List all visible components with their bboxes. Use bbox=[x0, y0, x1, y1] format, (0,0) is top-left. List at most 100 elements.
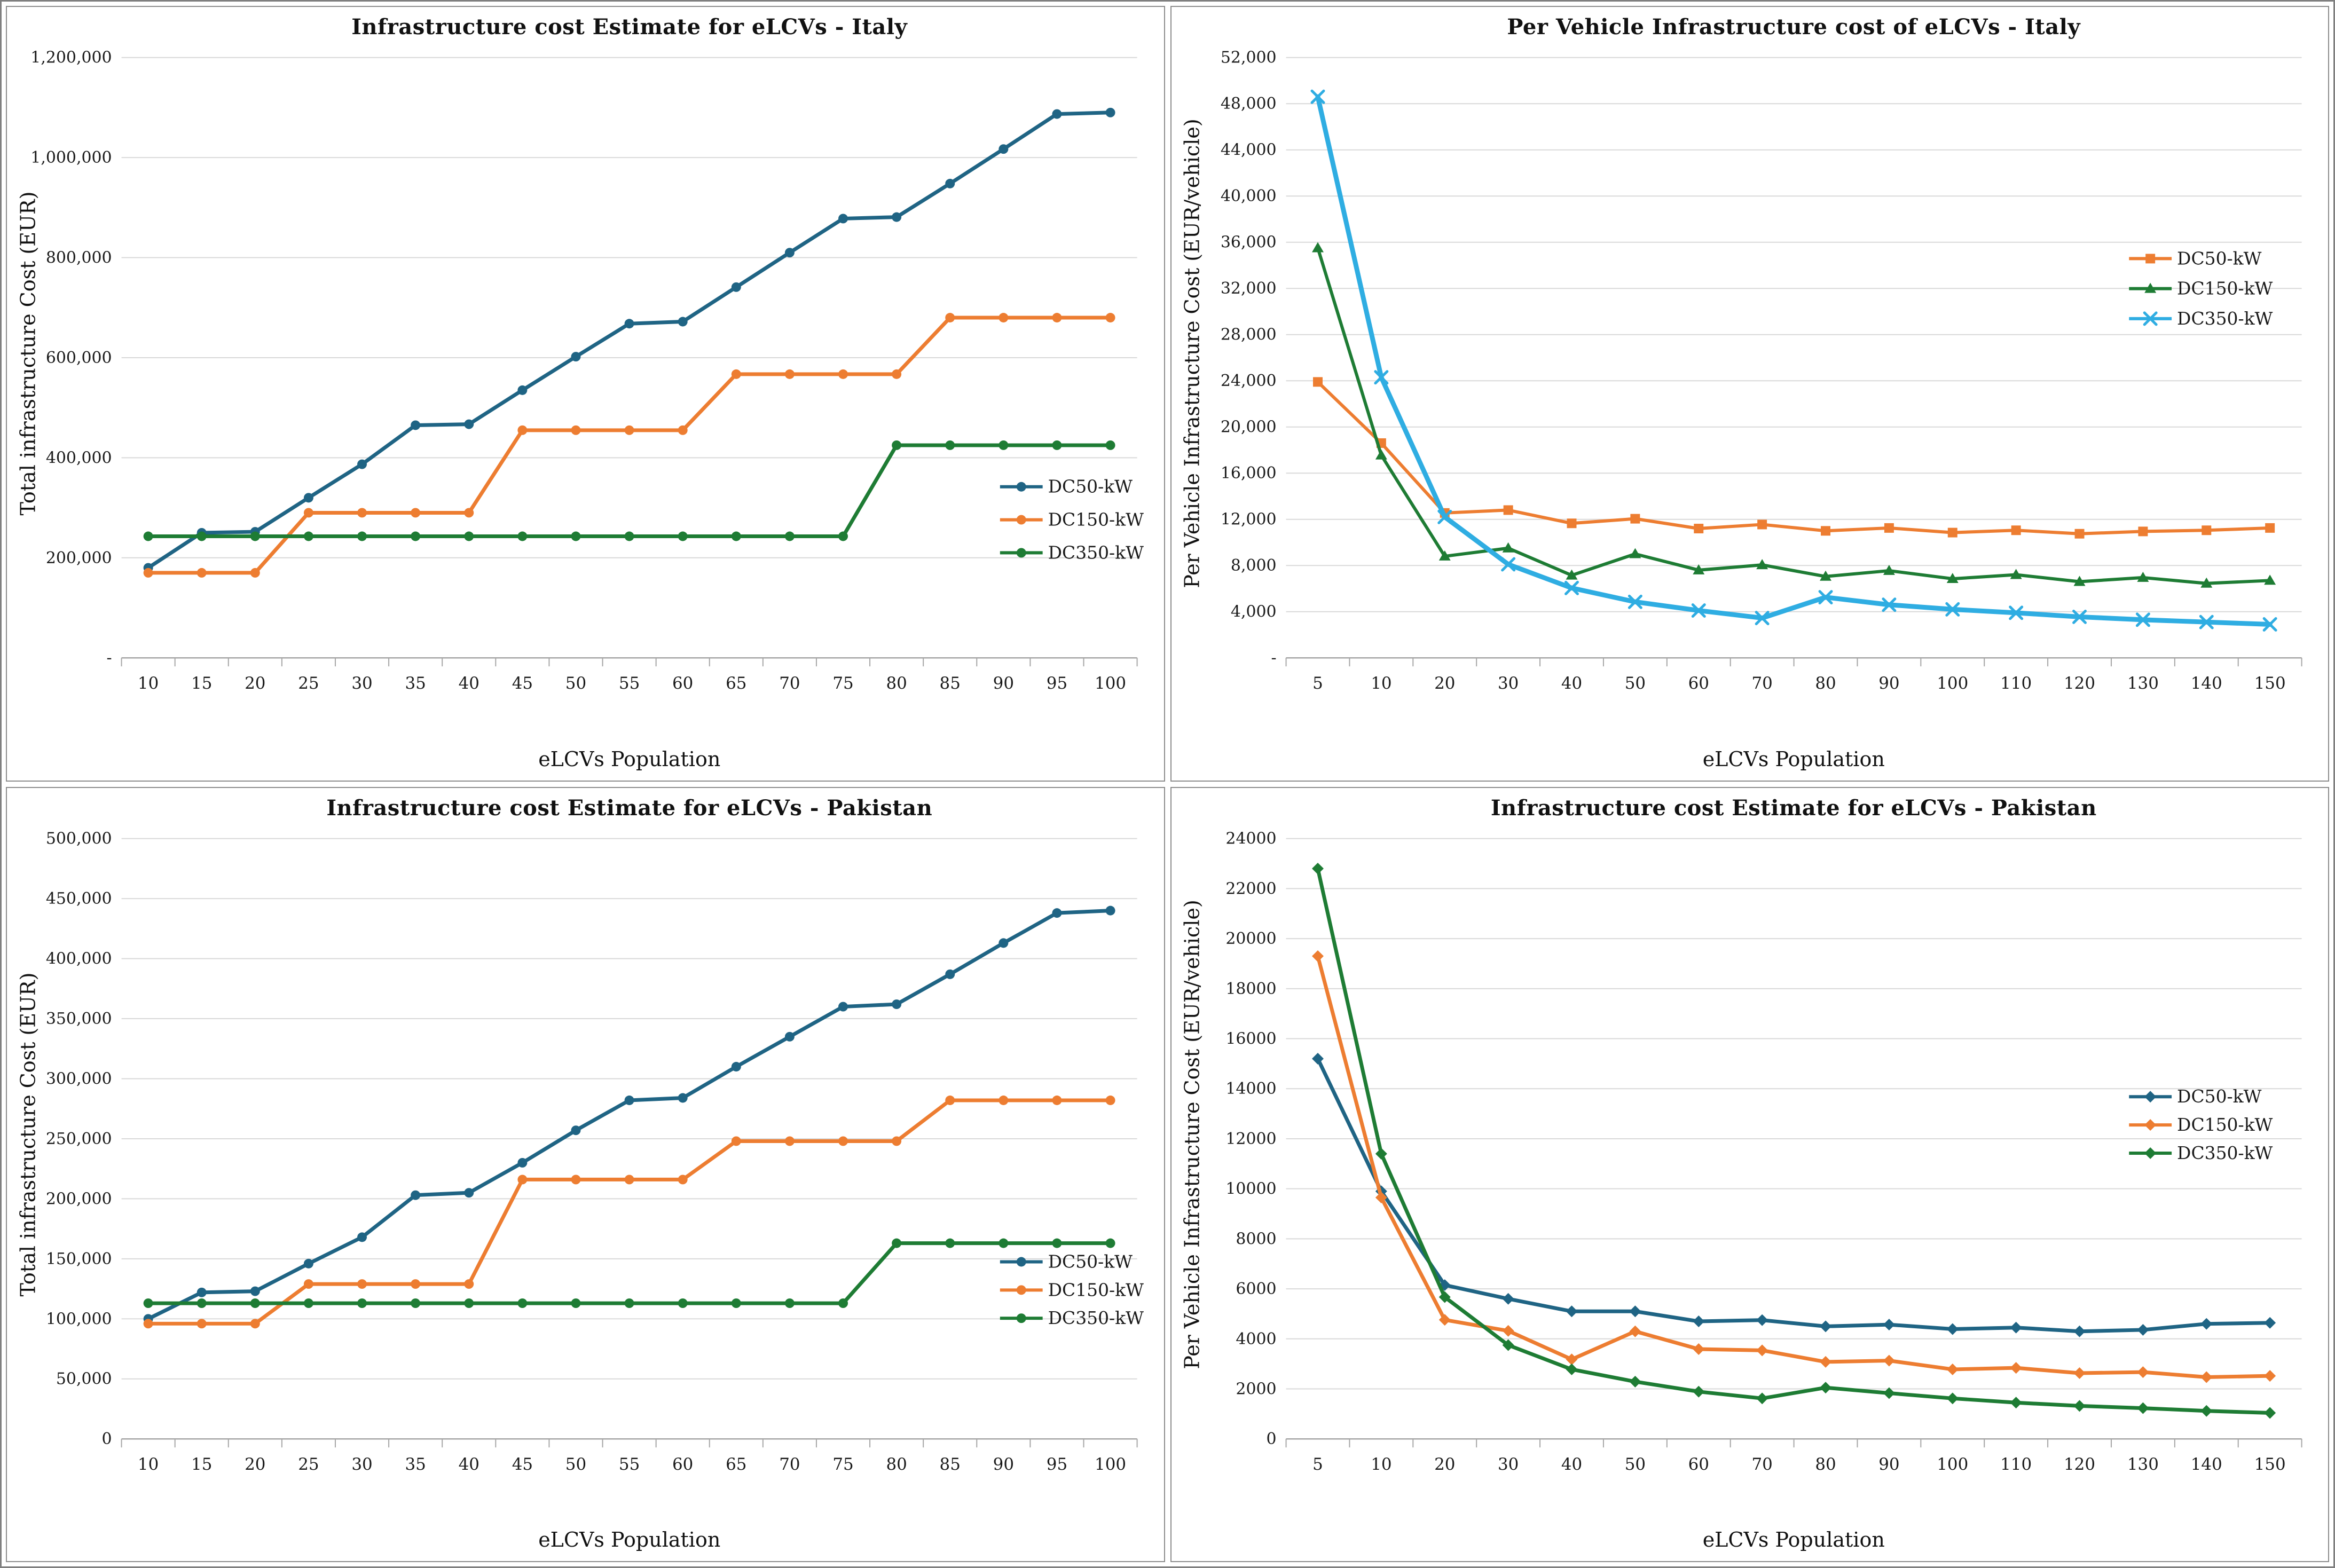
line-chart-pakistan-total: 0 50,000 100,000 150,000 200,000 250,000 300,0… bbox=[46, 829, 1144, 1474]
data-point-marker bbox=[1016, 482, 1026, 492]
x-tick-label: 100 bbox=[1937, 674, 1968, 693]
y-tick-label: 16000 bbox=[1225, 1029, 1276, 1048]
data-point-marker bbox=[250, 1286, 260, 1296]
legend-label: DC150-kW bbox=[2177, 1114, 2273, 1135]
data-point-marker bbox=[1756, 559, 1768, 570]
data-point-marker bbox=[999, 440, 1009, 450]
data-point-marker bbox=[1105, 313, 1115, 322]
data-point-marker bbox=[2010, 569, 2022, 579]
data-point-marker bbox=[2265, 523, 2275, 533]
data-point-marker bbox=[143, 568, 153, 578]
data-point-marker bbox=[357, 459, 367, 469]
legend-label: DC350-kW bbox=[2177, 308, 2273, 329]
data-point-marker bbox=[2073, 1399, 2086, 1412]
data-point-marker bbox=[945, 313, 955, 322]
y-tick-label: 400,000 bbox=[46, 949, 112, 968]
x-tick-label: 90 bbox=[1878, 1455, 1899, 1474]
data-point-marker bbox=[1437, 509, 1452, 524]
data-point-marker bbox=[2072, 609, 2087, 624]
data-point-marker bbox=[1566, 1305, 1577, 1317]
data-point-marker bbox=[784, 531, 795, 541]
y-tick-label: 48,000 bbox=[1220, 94, 1276, 113]
data-point-marker bbox=[2073, 1325, 2086, 1337]
y-tick-label: 20,000 bbox=[1220, 418, 1276, 437]
data-point-marker bbox=[1628, 594, 1642, 609]
x-tick-label: 150 bbox=[2254, 1455, 2285, 1474]
legend-label: DC350-kW bbox=[1048, 542, 1144, 563]
x-tick-label: 15 bbox=[191, 1455, 212, 1474]
data-point-marker bbox=[196, 568, 207, 578]
series-DC50-kW-line bbox=[1316, 380, 2271, 535]
data-point-marker bbox=[1883, 564, 1895, 575]
data-point-marker bbox=[892, 1238, 902, 1248]
data-point-marker bbox=[411, 420, 421, 430]
x-tick-label: 20 bbox=[1434, 674, 1455, 693]
y-tick-label: 14000 bbox=[1225, 1080, 1276, 1098]
data-point-marker bbox=[2200, 1371, 2212, 1383]
legend-label: DC350-kW bbox=[2177, 1142, 2273, 1163]
data-point-marker bbox=[784, 1031, 795, 1042]
legend-label: DC50-kW bbox=[2177, 248, 2262, 269]
data-point-marker bbox=[1692, 1315, 1704, 1327]
data-point-marker bbox=[1691, 603, 1706, 618]
data-point-marker bbox=[678, 425, 688, 435]
x-tick-label: 130 bbox=[2127, 674, 2158, 693]
x-tick-label: 40 bbox=[1561, 674, 1582, 693]
x-tick-label: 30 bbox=[1497, 1455, 1518, 1474]
x-tick-label: 95 bbox=[1047, 1455, 1067, 1474]
data-point-marker bbox=[1016, 1313, 1026, 1323]
data-point-marker bbox=[1756, 1314, 1768, 1326]
y-tick-label: 150,000 bbox=[46, 1249, 112, 1268]
x-tick-label: 70 bbox=[1751, 1455, 1772, 1474]
x-tick-label: 20 bbox=[245, 674, 265, 693]
line-chart-pakistan-per-vehicle: 0 2000 4000 6000 8000 10000 12000 14000 16000 180… bbox=[1225, 829, 2302, 1474]
data-point-marker bbox=[1375, 1147, 1387, 1160]
data-point-marker bbox=[2136, 1323, 2149, 1336]
chart-panel-pakistan-total: Infrastructure cost Estimate for eLCVs -… bbox=[6, 786, 1165, 1562]
y-tick-label: 200,000 bbox=[46, 549, 112, 568]
data-point-marker bbox=[2011, 525, 2021, 535]
data-point-marker bbox=[838, 1298, 848, 1308]
x-tick-label: 75 bbox=[832, 1455, 853, 1474]
x-tick-label: 100 bbox=[1937, 1455, 1968, 1474]
data-point-marker bbox=[1883, 1318, 1895, 1330]
data-point-marker bbox=[1105, 905, 1115, 916]
series-DC50-kW-line bbox=[146, 908, 1113, 1321]
y-tick-label: 32,000 bbox=[1220, 279, 1276, 298]
x-axis-label: eLCVs Population bbox=[1702, 1528, 1885, 1551]
y-tick-label: 10000 bbox=[1225, 1179, 1276, 1198]
y-tick-label: 50,000 bbox=[56, 1369, 112, 1388]
data-point-marker bbox=[2136, 1402, 2149, 1414]
data-point-marker bbox=[838, 1002, 848, 1012]
y-tick-label: 6000 bbox=[1236, 1280, 1276, 1298]
data-point-marker bbox=[143, 1318, 153, 1328]
data-point-marker bbox=[250, 1318, 260, 1328]
data-point-marker bbox=[517, 385, 528, 395]
x-tick-label: 85 bbox=[940, 1455, 961, 1474]
data-point-marker bbox=[784, 248, 795, 258]
x-tick-label: 100 bbox=[1095, 674, 1126, 693]
data-point-marker bbox=[357, 1232, 367, 1242]
x-tick-label: 5 bbox=[1312, 1455, 1323, 1474]
data-point-marker bbox=[1946, 1392, 1959, 1404]
x-tick-label: 25 bbox=[298, 1455, 319, 1474]
chart-panel-italy-per-vehicle: Per Vehicle Infrastructure cost of eLCVs… bbox=[1170, 6, 2329, 782]
series-DC350-kW-line bbox=[1315, 94, 2273, 627]
data-point-marker bbox=[571, 1298, 581, 1308]
data-point-marker bbox=[624, 1095, 634, 1105]
legend-label: DC150-kW bbox=[2177, 278, 2273, 299]
x-tick-label: 50 bbox=[565, 674, 586, 693]
data-point-marker bbox=[1820, 526, 1830, 536]
data-point-marker bbox=[2135, 612, 2150, 627]
data-point-marker bbox=[1945, 602, 1960, 617]
x-tick-label: 10 bbox=[138, 1455, 159, 1474]
data-point-marker bbox=[1105, 440, 1115, 450]
data-point-marker bbox=[464, 419, 474, 429]
data-point-marker bbox=[1052, 440, 1062, 450]
data-point-marker bbox=[1692, 1385, 1704, 1398]
x-tick-label: 15 bbox=[191, 674, 212, 693]
x-axis-label: eLCVs Population bbox=[1702, 747, 1885, 771]
data-point-marker bbox=[731, 1298, 741, 1308]
x-tick-label: 90 bbox=[993, 674, 1014, 693]
data-point-marker bbox=[517, 1298, 528, 1308]
